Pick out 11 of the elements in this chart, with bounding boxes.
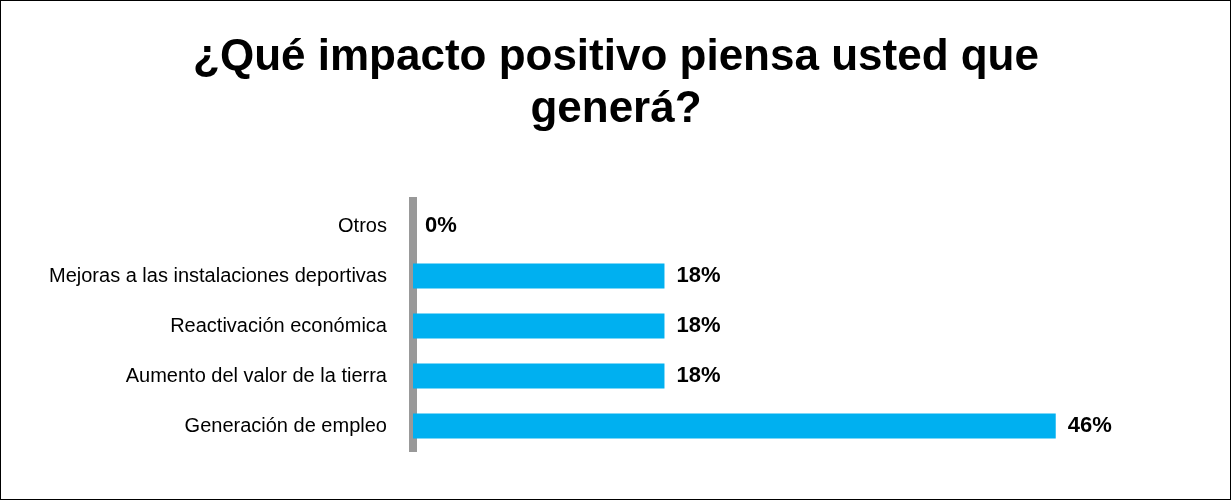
data-label: 18% bbox=[676, 312, 721, 338]
y-tick-label: Reactivación económica bbox=[170, 313, 388, 336]
data-label: 0% bbox=[424, 212, 457, 238]
y-tick-label: Generación de empleo bbox=[184, 413, 387, 436]
data-label: 18% bbox=[676, 362, 721, 388]
data-label: 18% bbox=[676, 262, 721, 288]
y-tick-label: Mejoras a las instalaciones deportivas bbox=[49, 263, 387, 286]
y-tick-label: Otros bbox=[338, 213, 387, 236]
chart-title: ¿Qué impacto positivo piensa usted que generá? bbox=[192, 29, 1040, 133]
y-tick-label: Aumento del valor de la tierra bbox=[125, 363, 388, 386]
data-label: 46% bbox=[1067, 412, 1112, 438]
